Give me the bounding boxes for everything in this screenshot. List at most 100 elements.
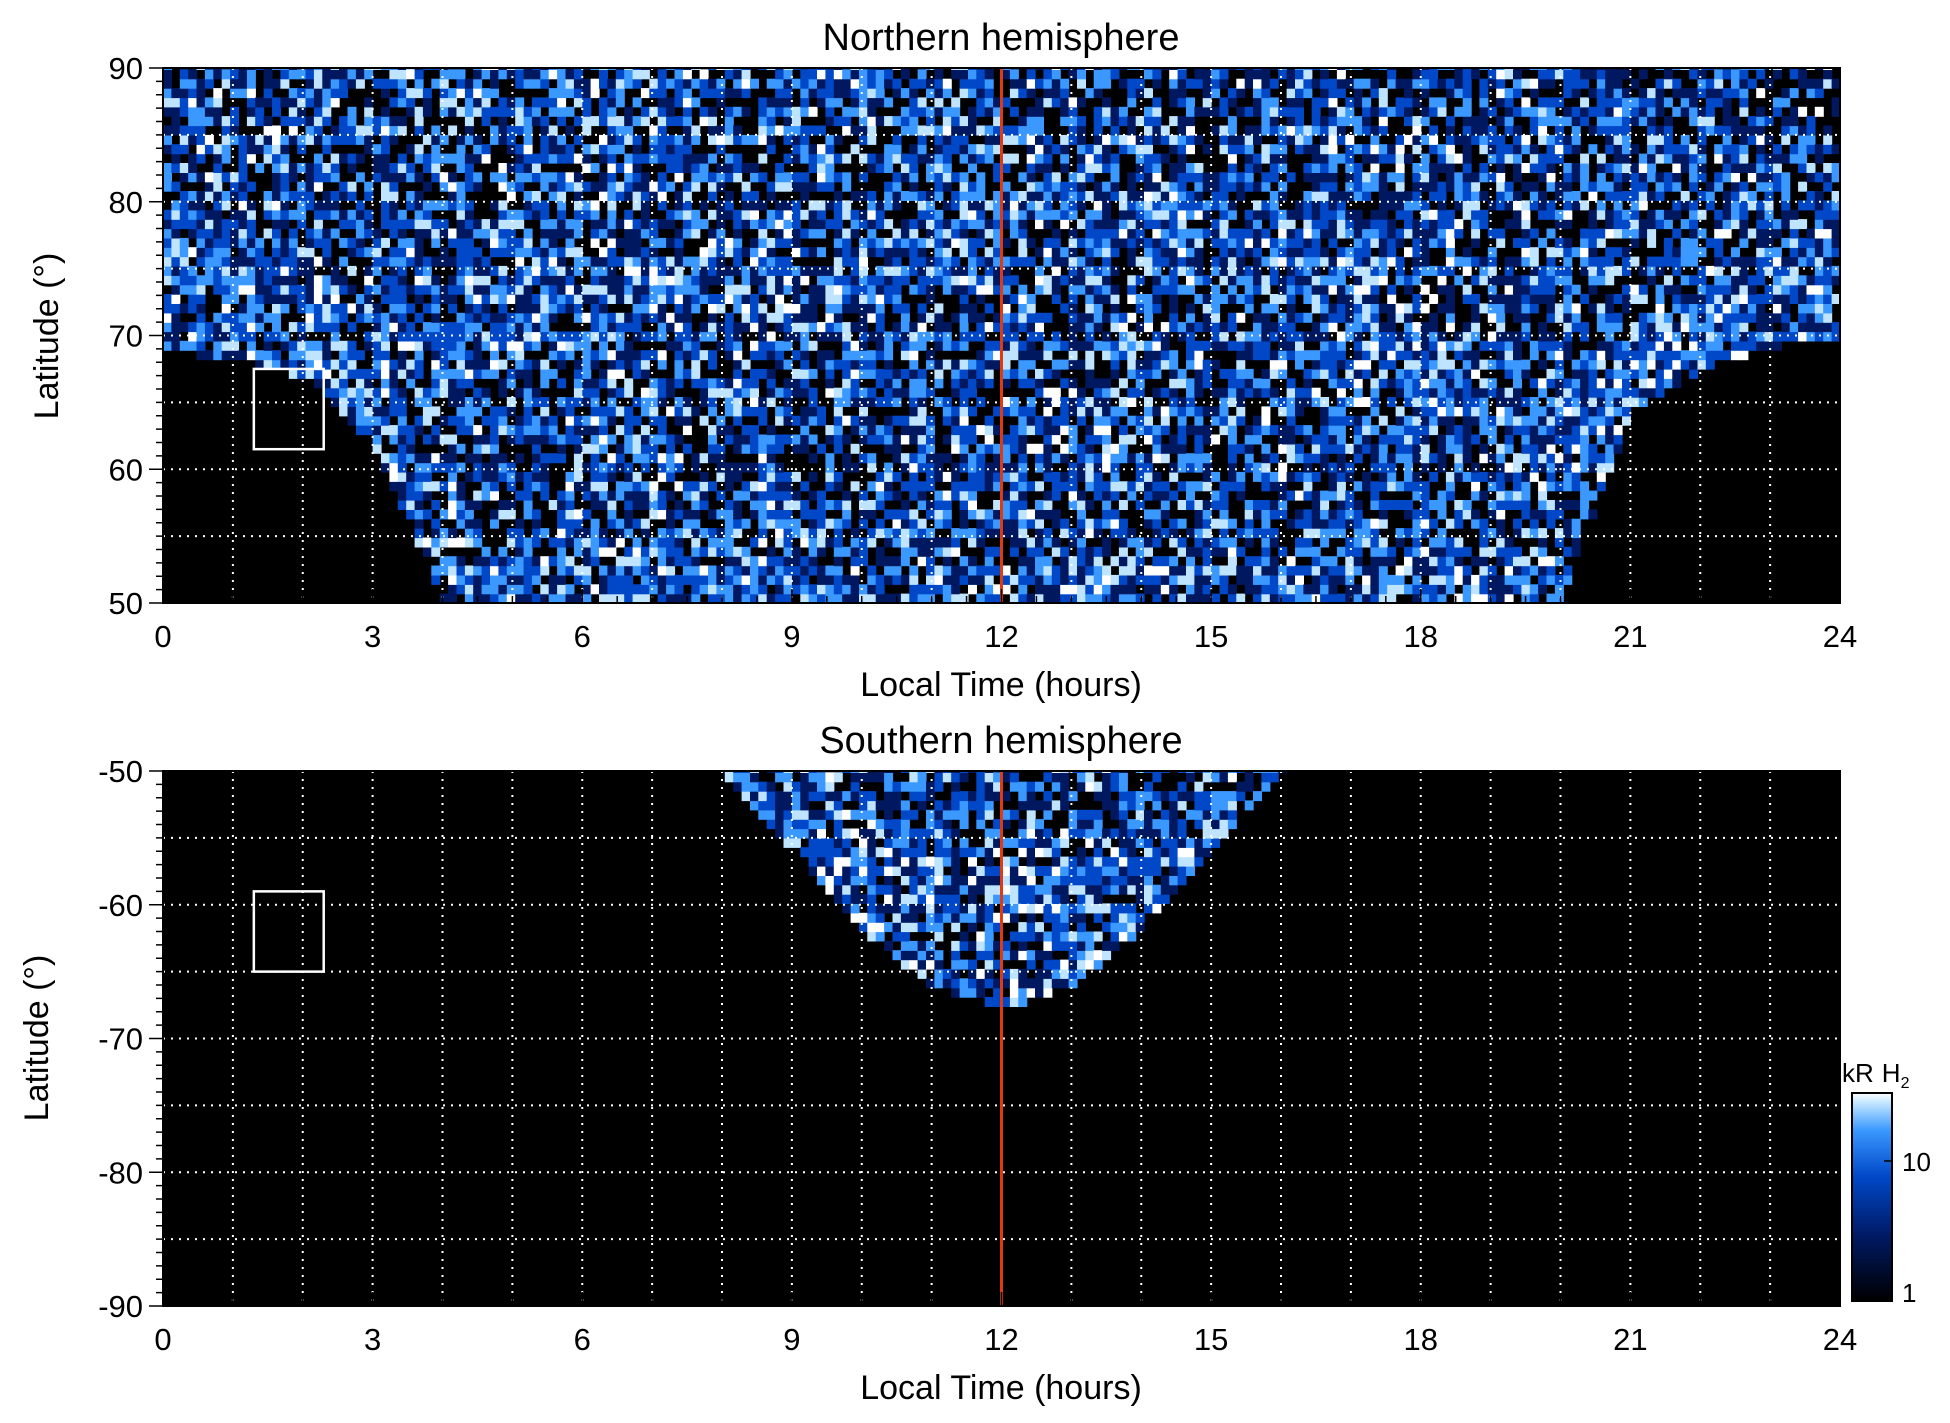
emission-cell (1227, 537, 1237, 548)
emission-cell (674, 584, 684, 595)
emission-cell (657, 200, 667, 211)
emission-cell (993, 350, 1003, 361)
emission-cell (926, 106, 935, 117)
emission-cell (1026, 303, 1036, 314)
emission-cell (422, 406, 432, 417)
emission-cell (867, 163, 877, 173)
emission-cell (540, 565, 550, 576)
emission-cell (1219, 565, 1229, 576)
emission-cell (934, 518, 944, 529)
emission-cell (842, 303, 852, 314)
emission-cell (1093, 340, 1103, 351)
emission-cell (263, 200, 273, 211)
emission-cell (640, 593, 650, 603)
emission-cell (1093, 303, 1103, 314)
emission-cell (1001, 443, 1011, 454)
emission-cell (674, 593, 684, 603)
emission-cell (884, 415, 894, 426)
emission-cell (800, 574, 810, 585)
emission-cell (339, 237, 349, 248)
emission-cell (531, 153, 541, 164)
emission-cell (263, 294, 273, 304)
emission-cell (884, 574, 894, 585)
emission-cell (649, 406, 659, 417)
emission-cell (531, 387, 541, 398)
emission-cell (280, 219, 290, 230)
emission-cell (909, 106, 919, 117)
emission-cell (540, 425, 550, 436)
emission-cell (339, 368, 349, 379)
emission-cell (204, 78, 214, 89)
emission-cell (607, 593, 617, 603)
emission-cell (867, 425, 877, 436)
emission-cell (1102, 462, 1112, 473)
emission-cell (255, 247, 265, 258)
emission-cell (758, 471, 768, 482)
emission-cell (1110, 340, 1120, 351)
emission-cell (364, 228, 374, 239)
emission-cell (1152, 265, 1162, 276)
emission-cell (490, 247, 499, 258)
emission-cell (456, 247, 466, 258)
emission-cell (657, 265, 667, 276)
emission-cell (557, 181, 567, 192)
emission-cell (1152, 565, 1162, 576)
emission-cell (1194, 359, 1204, 370)
emission-cell (448, 565, 458, 576)
emission-cell (1236, 237, 1246, 248)
emission-cell (909, 88, 919, 99)
emission-cell (389, 200, 399, 211)
emission-cell (984, 219, 994, 230)
emission-cell (1219, 387, 1229, 398)
emission-cell (590, 209, 600, 220)
emission-cell (900, 247, 910, 258)
emission-cell (1009, 219, 1019, 230)
emission-cell (238, 228, 248, 239)
emission-cell (934, 275, 944, 286)
emission-cell (557, 275, 567, 286)
emission-cell (867, 574, 877, 585)
emission-cell (892, 453, 902, 464)
emission-cell (1152, 528, 1162, 539)
emission-cell (833, 294, 843, 304)
emission-cell (783, 172, 793, 183)
emission-cell (716, 593, 726, 603)
emission-cell (808, 453, 818, 464)
emission-cell (959, 406, 969, 417)
emission-cell (993, 172, 1003, 183)
emission-cell (221, 256, 231, 267)
emission-cell (867, 125, 877, 136)
emission-cell (1194, 228, 1204, 239)
emission-cell (1026, 312, 1036, 323)
emission-cell (624, 509, 634, 520)
emission-cell (506, 537, 516, 548)
emission-cell (791, 106, 801, 117)
emission-cell (607, 312, 617, 323)
emission-cell (909, 265, 919, 276)
emission-cell (783, 387, 793, 398)
emission-cell (900, 528, 910, 539)
emission-cell (917, 546, 927, 557)
emission-cell (699, 284, 709, 295)
emission-cell (1068, 191, 1078, 201)
emission-cell (657, 462, 667, 473)
emission-cell (682, 144, 692, 155)
emission-cell (1068, 434, 1078, 445)
emission-cell (347, 322, 357, 333)
emission-cell (590, 322, 600, 333)
emission-cell (1035, 593, 1044, 603)
emission-cell (431, 359, 441, 370)
emission-cell (859, 303, 868, 314)
emission-cell (372, 331, 382, 342)
emission-cell (825, 593, 835, 603)
emission-cell (381, 275, 390, 286)
emission-cell (456, 200, 466, 211)
emission-cell (624, 359, 634, 370)
emission-cell (599, 219, 608, 230)
emission-cell (615, 78, 625, 89)
emission-cell (649, 88, 659, 99)
emission-cell (1219, 415, 1229, 426)
emission-cell (1068, 69, 1078, 80)
emission-cell (573, 228, 583, 239)
emission-cell (942, 153, 952, 164)
